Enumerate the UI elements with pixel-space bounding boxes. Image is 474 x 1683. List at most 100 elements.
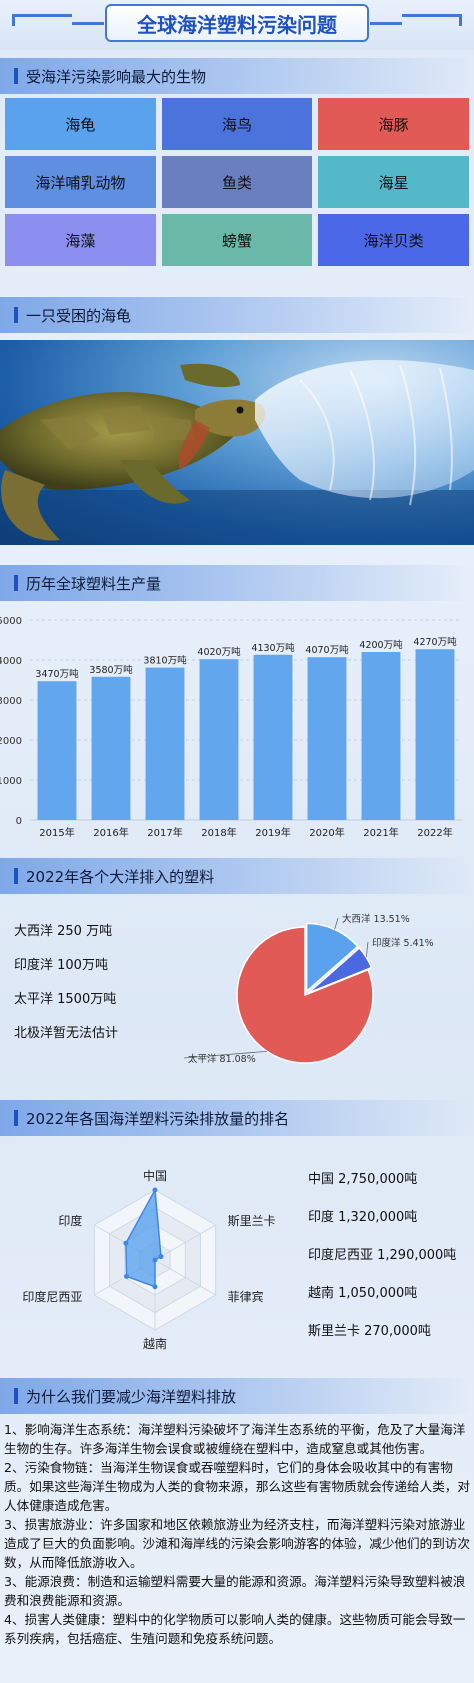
y-tick-label: 1000 xyxy=(0,776,22,787)
creature-cell: 海龟 xyxy=(5,98,156,150)
creature-grid: 海龟 海鸟 海豚海洋哺乳动物 鱼类 海星海藻 螃蟹 海洋贝类 xyxy=(5,98,469,266)
creature-cell: 海洋贝类 xyxy=(318,214,469,266)
bar xyxy=(145,667,185,820)
pie-label-line xyxy=(183,1050,267,1059)
section-heading-text: 2022年各国海洋塑料污染排放量的排名 xyxy=(26,1109,290,1128)
radar-point xyxy=(152,1187,158,1193)
bar xyxy=(199,659,239,820)
x-tick-label: 2016年 xyxy=(93,826,128,839)
radar-indicator-label: 斯里兰卡 xyxy=(228,1214,276,1228)
reason-paragraph: 1、影响海洋生态系统：海洋塑料污染破坏了海洋生态系统的平衡，危及了大量海洋生物的… xyxy=(4,1422,466,1456)
bar-data-label: 4270万吨 xyxy=(413,636,457,648)
radar-indicator-label: 中国 xyxy=(143,1168,167,1183)
ranking-item: 印度 1,320,000吨 xyxy=(308,1210,418,1225)
title-decoration-bar-right xyxy=(370,22,402,25)
bar xyxy=(415,649,455,820)
heading-marker xyxy=(14,575,18,591)
reason-paragraph: 4、损害人类健康：塑料中的化学物质可以影响人类的健康。这些物质可能会导致一系列疾… xyxy=(4,1612,466,1646)
radar-point xyxy=(123,1240,129,1246)
section-heading-production: 历年全球塑料生产量 xyxy=(0,565,474,601)
x-tick-label: 2021年 xyxy=(363,826,398,839)
heading-marker xyxy=(14,868,18,884)
x-tick-label: 2017年 xyxy=(147,826,182,839)
x-tick-label: 2022年 xyxy=(417,826,452,839)
bar-data-label: 3810万吨 xyxy=(143,655,187,667)
turtle-photo xyxy=(0,340,474,545)
x-tick-label: 2018年 xyxy=(201,826,236,839)
title-decoration-right xyxy=(402,14,462,26)
reason-paragraph: 2、污染食物链：当海洋生物误食或吞噬塑料时，它们的身体会吸收其中的有害物质。如果… xyxy=(4,1460,470,1513)
creature-cell: 海豚 xyxy=(318,98,469,150)
radar-point xyxy=(152,1284,158,1290)
title-bar: 全球海洋塑料污染问题 xyxy=(0,0,474,50)
y-tick-label: 4000 xyxy=(0,656,22,667)
page-title: 全球海洋塑料污染问题 xyxy=(105,4,369,42)
creature-cell: 海鸟 xyxy=(161,98,313,150)
production-bar-chart: 0 1000 2000 3000 4000 5000 3470万吨 2015年 3580万吨 20… xyxy=(0,616,462,839)
bar-data-label: 4130万吨 xyxy=(251,642,295,654)
section-heading-country-ranking: 2022年各国海洋塑料污染排放量的排名 xyxy=(0,1100,474,1136)
ocean-legend-item: 印度洋 100万吨 xyxy=(14,958,108,973)
radar-indicator-label: 菲律宾 xyxy=(228,1289,264,1304)
country-radar-area: 中国 斯里兰卡 菲律宾 越南 印度尼西亚 印度 中国 2,750,000吨 印度 1,32… xyxy=(0,1150,474,1360)
bar-data-label: 3580万吨 xyxy=(89,664,133,676)
radar-point xyxy=(124,1273,130,1279)
section-heading-oceans: 2022年各个大洋排入的塑料 xyxy=(0,858,474,894)
section-heading-reasons: 为什么我们要减少海洋塑料排放 xyxy=(0,1378,474,1414)
section-heading-text: 一只受困的海龟 xyxy=(26,306,132,325)
radar-point xyxy=(152,1257,158,1263)
section-heading-text: 2022年各个大洋排入的塑料 xyxy=(26,867,215,886)
bar-data-label: 4070万吨 xyxy=(305,644,349,656)
pie-slice xyxy=(236,926,374,1064)
pie-label-line xyxy=(365,941,369,958)
section-heading-text: 为什么我们要减少海洋塑料排放 xyxy=(26,1387,237,1406)
bar xyxy=(361,652,401,820)
pie-slice xyxy=(307,946,373,994)
bar xyxy=(91,676,131,820)
radar-indicator-label: 印度尼西亚 xyxy=(22,1289,82,1304)
heading-marker xyxy=(14,307,18,323)
section-heading-affected-creatures: 受海洋污染影响最大的生物 xyxy=(0,58,474,94)
ocean-legend-item: 太平洋 1500万吨 xyxy=(14,992,117,1007)
pie-data-label: 太平洋 81.08% xyxy=(188,1053,256,1065)
bar xyxy=(37,681,77,820)
ranking-item: 越南 1,050,000吨 xyxy=(308,1286,418,1301)
bar-data-label: 3470万吨 xyxy=(35,668,79,680)
pie-label-line xyxy=(334,917,339,930)
reason-paragraph: 3、能源浪费：制造和运输塑料需要大量的能源和资源。海洋塑料污染导致塑料被浪费和浪… xyxy=(4,1574,466,1608)
creature-cell: 螃蟹 xyxy=(161,214,313,266)
ranking-item: 斯里兰卡 270,000吨 xyxy=(308,1324,431,1339)
ranking-item: 印度尼西亚 1,290,000吨 xyxy=(308,1248,457,1263)
creature-cell: 海星 xyxy=(318,156,469,208)
section-heading-turtle: 一只受困的海龟 xyxy=(0,297,474,333)
creature-cell: 海藻 xyxy=(5,214,156,266)
radar-indicator-label: 越南 xyxy=(143,1336,167,1351)
ocean-pie-chart: 大西洋 13.51% 印度洋 5.41% 太平洋 81.08% xyxy=(183,913,434,1065)
turtle-illustration xyxy=(0,360,474,545)
ocean-pie-area: 大西洋 250 万吨 印度洋 100万吨 太平洋 1500万吨 北极洋暂无法估计… xyxy=(0,900,474,1070)
ocean-legend-item: 大西洋 250 万吨 xyxy=(14,924,113,939)
y-tick-label: 5000 xyxy=(0,616,22,627)
production-bar-chart-area: 0 1000 2000 3000 4000 5000 3470万吨 2015年 3580万吨 20… xyxy=(0,610,474,850)
heading-marker xyxy=(14,1110,18,1126)
section-heading-text: 受海洋污染影响最大的生物 xyxy=(26,67,207,86)
heading-marker xyxy=(14,68,18,84)
x-tick-label: 2015年 xyxy=(39,826,74,839)
title-decoration-left xyxy=(12,14,72,26)
reason-paragraph: 3、损害旅游业：许多国家和地区依赖旅游业为经济支柱，而海洋塑料污染对旅游业造成了… xyxy=(4,1517,470,1570)
section-heading-text: 历年全球塑料生产量 xyxy=(26,574,162,593)
title-decoration-bar-left xyxy=(72,22,104,25)
x-tick-label: 2019年 xyxy=(255,826,290,839)
radar-indicator-label: 印度 xyxy=(58,1213,82,1228)
pie-data-label: 印度洋 5.41% xyxy=(372,937,434,949)
creature-cell: 海洋哺乳动物 xyxy=(5,156,156,208)
radar-axis xyxy=(154,1259,216,1296)
y-tick-label: 0 xyxy=(16,816,22,827)
bar xyxy=(253,654,293,820)
creature-cell: 鱼类 xyxy=(161,156,313,208)
y-tick-label: 2000 xyxy=(0,736,22,747)
y-tick-label: 3000 xyxy=(0,696,22,707)
pie-slice xyxy=(305,922,359,994)
bar-data-label: 4020万吨 xyxy=(197,646,241,658)
